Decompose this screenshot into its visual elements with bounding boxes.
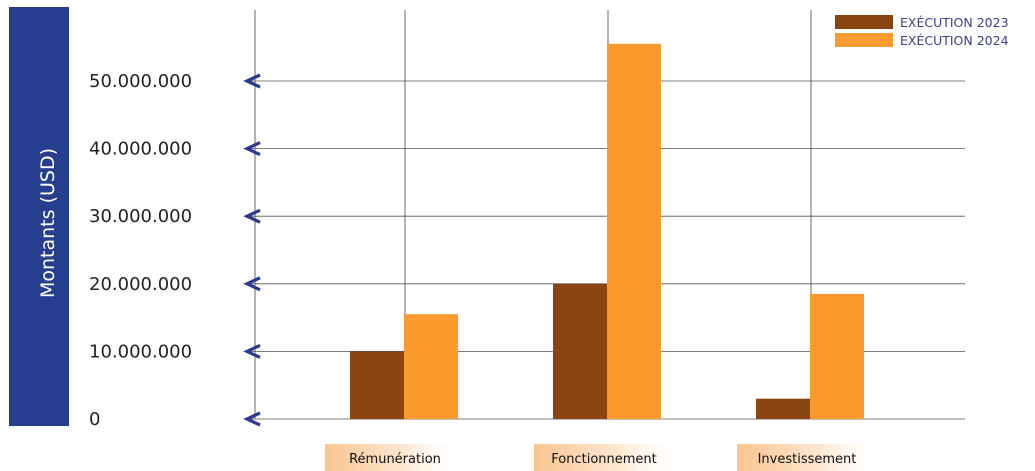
y-tick-arrow-icon — [243, 73, 261, 89]
category-label: Investissement — [758, 452, 857, 467]
y-axis: 0 10.000.000 20.000.000 30.000.000 40.000.00… — [89, 71, 261, 430]
bar-2024-2 — [810, 293, 864, 419]
y-tick-arrow-icon — [243, 343, 261, 359]
legend-swatch — [835, 15, 893, 29]
y-tick-arrow-icon — [243, 276, 261, 292]
category-label-bg — [534, 444, 684, 471]
y-tick-label: 40.000.000 — [89, 139, 192, 160]
bar-2023-1 — [553, 283, 607, 419]
legend-label: EXÉCUTION 2023 — [900, 15, 1009, 30]
bar-2023-2 — [756, 398, 810, 419]
y-tick-arrow-icon — [243, 141, 261, 157]
y-tick-label: 0 — [89, 409, 100, 430]
y-tick-arrow-icon — [243, 411, 261, 427]
y-tick-label: 20.000.000 — [89, 274, 192, 295]
x-axis: Rémunération Fonctionnement Investissement — [325, 444, 887, 471]
y-tick-label: 10.000.000 — [89, 341, 192, 362]
category-label-bg — [325, 444, 465, 471]
category-label: Rémunération — [349, 452, 441, 467]
y-tick-label: 30.000.000 — [89, 206, 192, 227]
legend-swatch — [835, 33, 893, 47]
legend: EXÉCUTION 2023 EXÉCUTION 2024 — [835, 15, 1009, 48]
bar-2024-0 — [404, 314, 458, 419]
bar-2023-0 — [350, 351, 404, 419]
y-tick-label: 50.000.000 — [89, 71, 192, 92]
category-label: Fonctionnement — [551, 452, 657, 467]
bar-2024-1 — [607, 43, 661, 419]
category-label-bg — [737, 444, 887, 471]
legend-label: EXÉCUTION 2024 — [900, 33, 1009, 48]
y-tick-arrow-icon — [243, 208, 261, 224]
bars — [350, 43, 864, 419]
y-axis-title-box: Montants (USD) — [9, 7, 69, 426]
